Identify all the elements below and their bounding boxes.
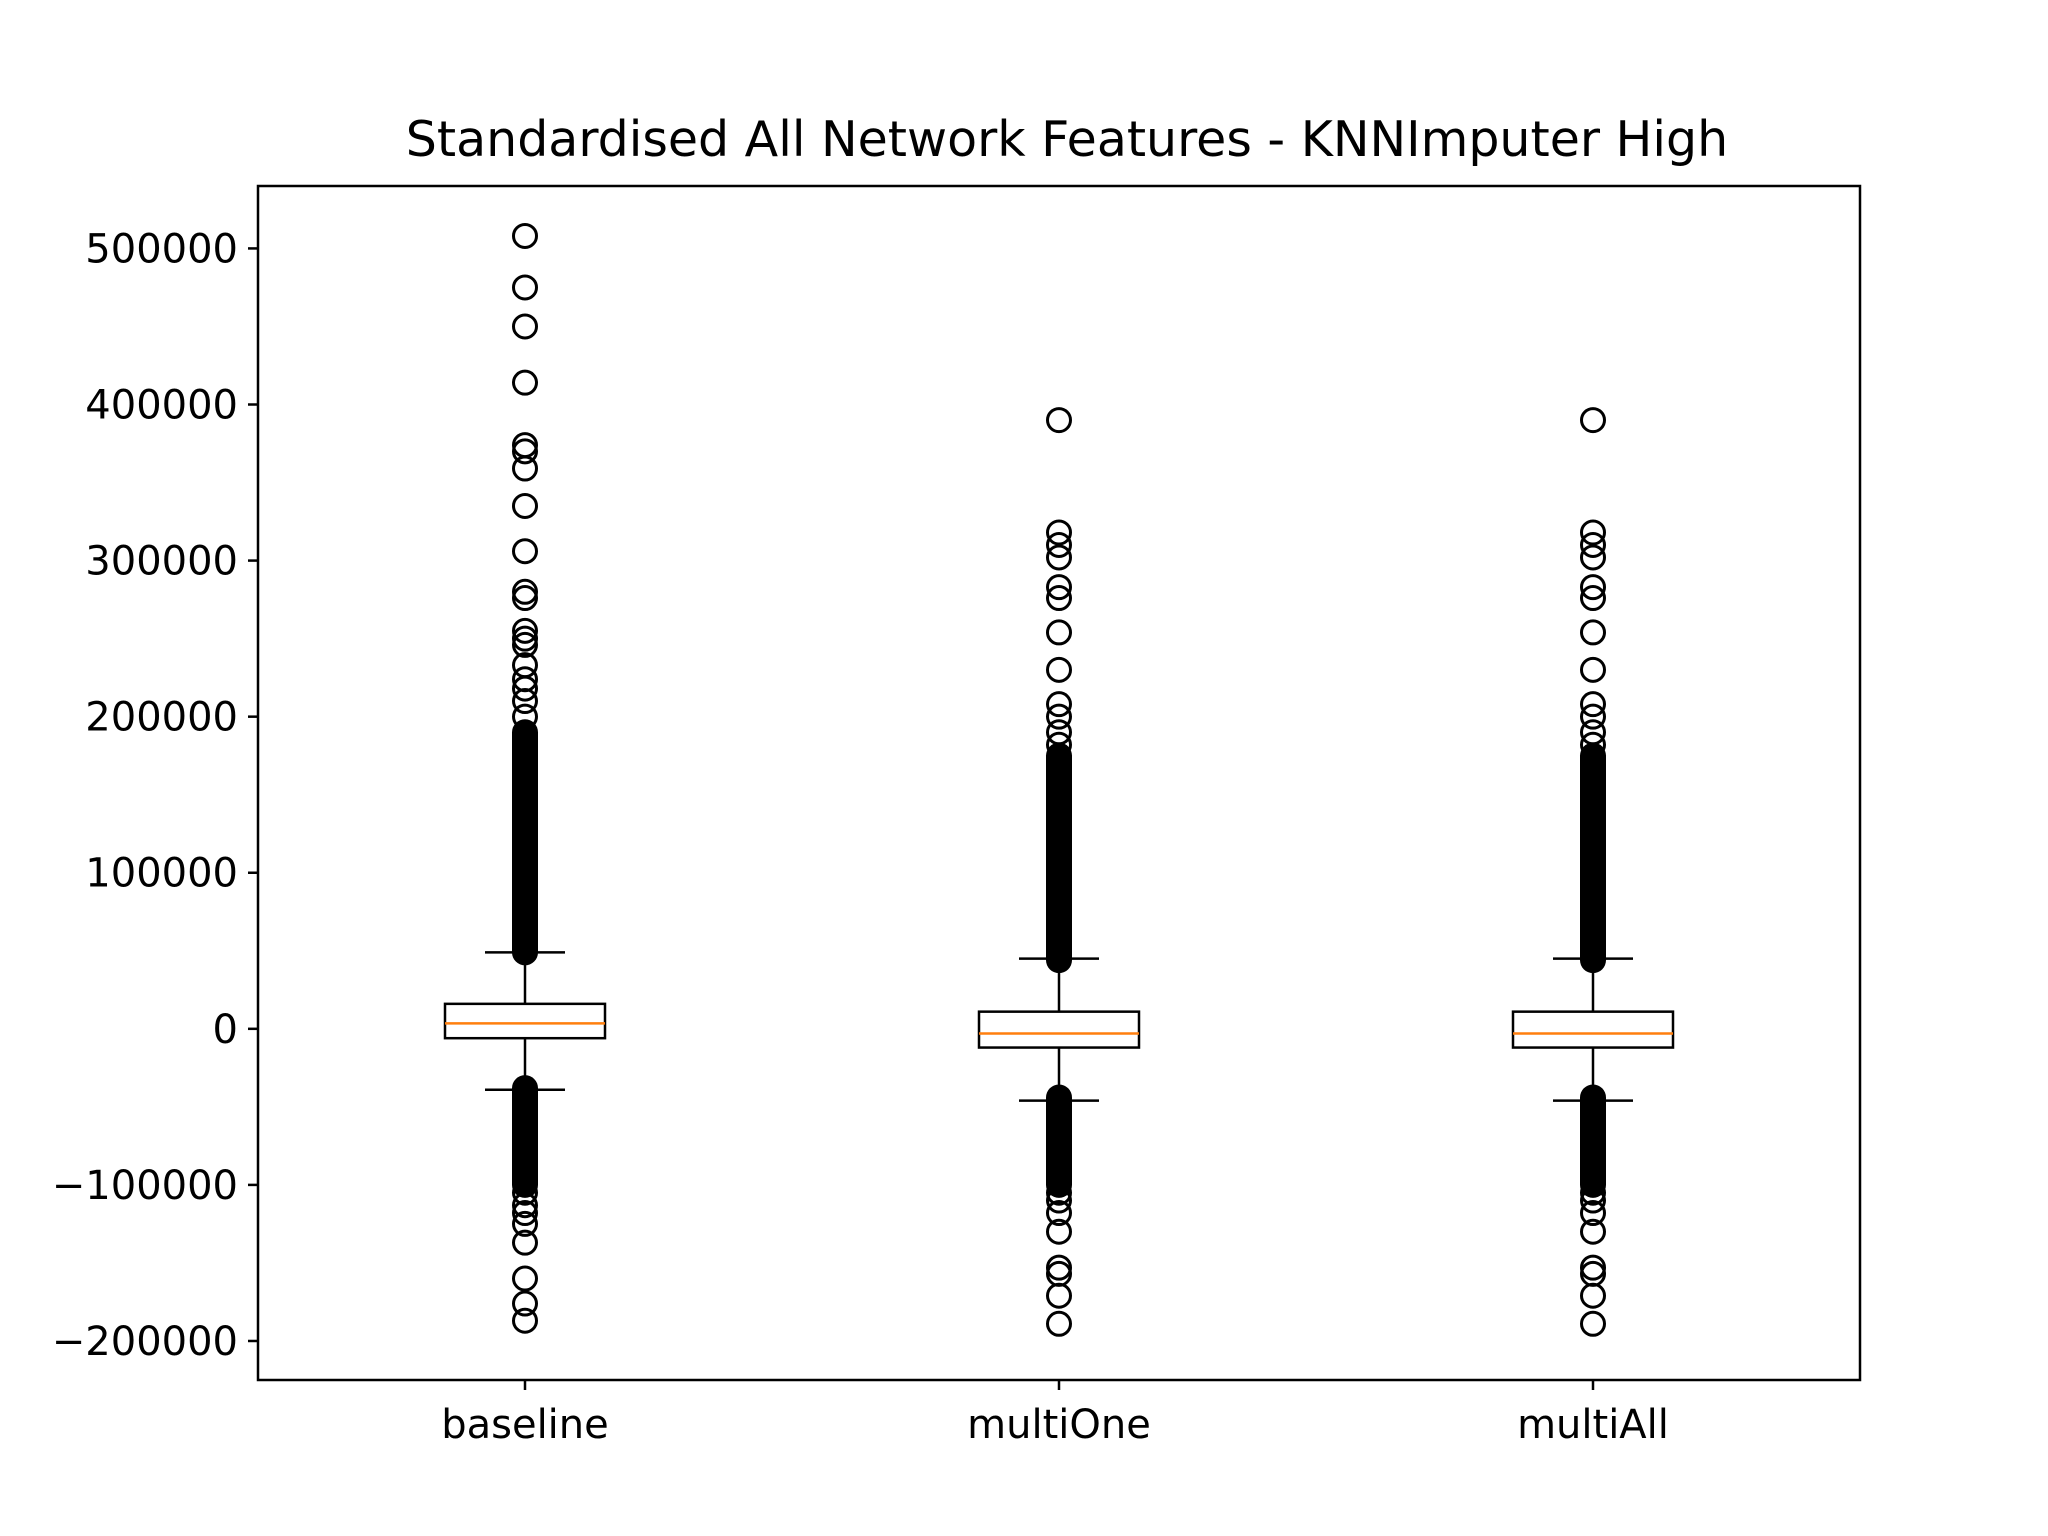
- flier-point: [1580, 574, 1606, 601]
- flier-point: [512, 1210, 538, 1237]
- flier-point: [1046, 544, 1072, 571]
- flier-cluster-high: [1580, 742, 1606, 974]
- flier-point: [1580, 656, 1606, 683]
- plot-area: [443, 222, 1675, 1337]
- flier-point: [512, 274, 538, 301]
- flier-point: [1046, 585, 1072, 612]
- iqr-box: [977, 1010, 1141, 1049]
- flier-point: [1580, 1310, 1606, 1337]
- flier-point: [1580, 1218, 1606, 1245]
- flier-point: [512, 1290, 538, 1317]
- flier-cluster-low: [1046, 1084, 1072, 1198]
- flier-point: [512, 1179, 538, 1206]
- y-tick-label: 0: [213, 1007, 238, 1053]
- flier-point: [1580, 731, 1606, 758]
- flier-point: [1046, 703, 1072, 730]
- flier-point: [512, 585, 538, 612]
- flier-point: [1046, 1254, 1072, 1281]
- flier-point: [512, 1199, 538, 1226]
- flier-point: [1046, 531, 1072, 558]
- flier-point: [1046, 619, 1072, 646]
- flier-point: [1580, 719, 1606, 746]
- x-tick-label: baseline: [441, 1402, 609, 1448]
- flier-point: [512, 313, 538, 340]
- flier-point: [1046, 574, 1072, 601]
- flier-point: [1046, 1218, 1072, 1245]
- flier-point: [512, 617, 538, 644]
- flier-point: [512, 438, 538, 465]
- flier-point: [512, 688, 538, 715]
- flier-cluster-low: [512, 1075, 538, 1198]
- flier-point: [512, 1229, 538, 1256]
- box-group-multiOne: [977, 407, 1141, 1337]
- y-tick-label: 300000: [85, 539, 238, 585]
- flier-point: [1046, 519, 1072, 546]
- box-group-multiAll: [1511, 407, 1675, 1337]
- flier-point: [1580, 691, 1606, 718]
- x-tick-label: multiAll: [1517, 1402, 1669, 1448]
- flier-point: [512, 1265, 538, 1292]
- flier-point: [1580, 1254, 1606, 1281]
- y-tick-label: −100000: [52, 1163, 238, 1209]
- y-axis: −200000 −100000 0 100000 200000 300000 400000 5…: [52, 226, 258, 1365]
- x-tick-label: multiOne: [967, 1402, 1151, 1448]
- flier-point: [512, 578, 538, 605]
- flier-point: [1580, 544, 1606, 571]
- flier-cluster-high: [512, 719, 538, 966]
- flier-point: [1580, 585, 1606, 612]
- flier-cluster-high: [1046, 742, 1072, 974]
- iqr-box: [443, 1002, 607, 1040]
- flier-point: [512, 369, 538, 396]
- flier-point: [512, 1307, 538, 1334]
- flier-point: [1580, 1187, 1606, 1214]
- flier-point: [1580, 519, 1606, 546]
- chart-title: Standardised All Network Features - KNNI…: [406, 111, 1728, 168]
- flier-point: [1580, 407, 1606, 434]
- flier-point: [512, 1192, 538, 1219]
- flier-point: [1046, 1310, 1072, 1337]
- flier-point: [512, 675, 538, 702]
- flier-point: [512, 455, 538, 482]
- flier-point: [1580, 1282, 1606, 1309]
- y-tick-label: −200000: [52, 1319, 238, 1365]
- flier-point: [1580, 1179, 1606, 1206]
- flier-point: [512, 222, 538, 249]
- flier-point: [1046, 691, 1072, 718]
- y-tick-label: 500000: [85, 226, 238, 272]
- flier-point: [1046, 1282, 1072, 1309]
- flier-point: [512, 703, 538, 730]
- iqr-box: [1511, 1010, 1675, 1049]
- flier-point: [512, 492, 538, 519]
- flier-cluster-low: [1580, 1084, 1606, 1198]
- flier-point: [1046, 407, 1072, 434]
- flier-point: [1580, 1199, 1606, 1226]
- y-tick-label: 100000: [85, 851, 238, 897]
- flier-point: [1046, 1179, 1072, 1206]
- x-axis: baseline multiOne multiAll: [441, 1380, 1669, 1448]
- box-group-baseline: [443, 222, 607, 1334]
- y-tick-label: 400000: [85, 383, 238, 429]
- flier-point: [1046, 731, 1072, 758]
- flier-point: [512, 538, 538, 565]
- flier-point: [1580, 531, 1606, 558]
- flier-point: [1580, 703, 1606, 730]
- flier-point: [1046, 656, 1072, 683]
- flier-point: [1046, 1187, 1072, 1214]
- flier-point: [1046, 1199, 1072, 1226]
- flier-point: [1580, 619, 1606, 646]
- flier-point: [512, 625, 538, 652]
- flier-point: [1046, 719, 1072, 746]
- y-tick-label: 200000: [85, 695, 238, 741]
- flier-point: [512, 631, 538, 658]
